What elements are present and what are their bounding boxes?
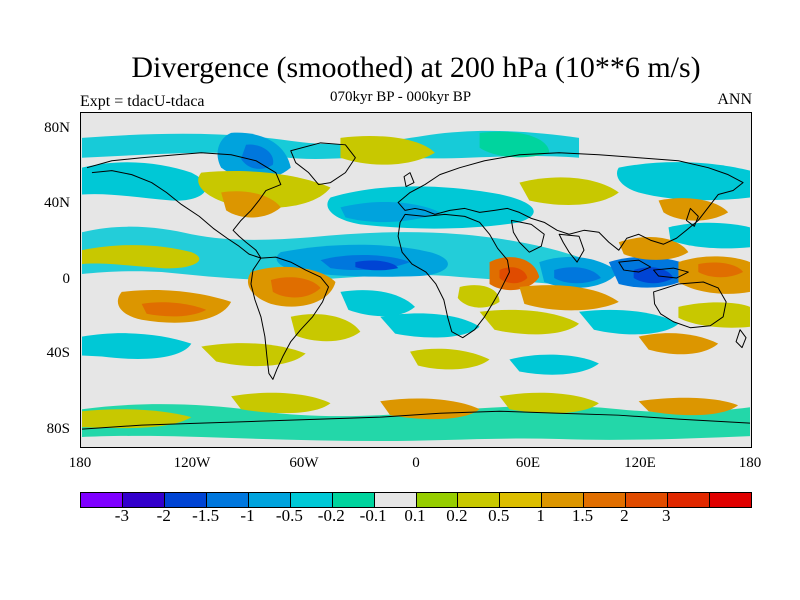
x-tick-label: 120W <box>173 455 211 471</box>
colorbar-label: -1 <box>240 506 255 525</box>
colorbar-label: -3 <box>114 506 129 525</box>
x-tick-label: 120E <box>624 455 656 471</box>
colorbar-label: 3 <box>662 506 671 525</box>
plot-subtitle: 070kyr BP - 000kyr BP <box>330 89 472 105</box>
colorbar-label: -0.2 <box>317 506 345 525</box>
y-tick-label: 80S <box>46 421 70 437</box>
season-label: ANN <box>717 91 752 108</box>
y-tick-label: 0 <box>62 271 71 287</box>
colorbar-segment <box>458 493 501 507</box>
x-tick-label: 60E <box>515 455 541 471</box>
colorbar-label: 1 <box>536 506 545 525</box>
colorbar-segment <box>374 493 417 507</box>
colorbar-label: -0.1 <box>359 506 387 525</box>
x-tick-label: 60W <box>289 455 319 471</box>
colorbar-label: 2 <box>620 506 629 525</box>
colorbar-label: 1.5 <box>571 506 594 525</box>
divergence-field-map <box>81 113 751 447</box>
y-tick-label: 80N <box>44 120 70 136</box>
colorbar-segment <box>248 493 291 507</box>
colorbar-segment <box>584 493 627 507</box>
colorbar-segment <box>710 493 751 507</box>
colorbar-segment <box>332 493 375 507</box>
y-tick-label: 40S <box>46 345 70 361</box>
colorbar-label: 0.1 <box>404 506 426 525</box>
y-tick-label: 40N <box>44 195 70 211</box>
colorbar-segment <box>542 493 585 507</box>
plot-title: Divergence (smoothed) at 200 hPa (10**6 … <box>131 51 701 84</box>
colorbar-label: 0.5 <box>488 506 510 525</box>
coastlines <box>81 142 751 430</box>
colorbar <box>80 492 752 508</box>
colorbar-segment <box>164 493 207 507</box>
x-tick-label: 180 <box>68 455 92 471</box>
colorbar-segment <box>500 493 543 507</box>
colorbar-segment <box>206 493 249 507</box>
colorbar-segment <box>668 493 711 507</box>
colorbar-segment <box>122 493 165 507</box>
colorbar-segment <box>290 493 333 507</box>
experiment-label: Expt = tdacU-tdaca <box>80 93 205 110</box>
contour-fill-layer <box>82 130 750 442</box>
colorbar-segment <box>81 493 123 507</box>
colorbar-segment <box>626 493 669 507</box>
colorbar-label: 0.2 <box>446 506 468 525</box>
x-tick-label: 180 <box>738 455 762 471</box>
colorbar-label: -1.5 <box>192 506 220 525</box>
colorbar-label: -2 <box>156 506 171 525</box>
map-panel <box>80 112 752 448</box>
colorbar-segment <box>416 493 459 507</box>
colorbar-label: -0.5 <box>275 506 303 525</box>
x-tick-label: 0 <box>412 455 420 471</box>
